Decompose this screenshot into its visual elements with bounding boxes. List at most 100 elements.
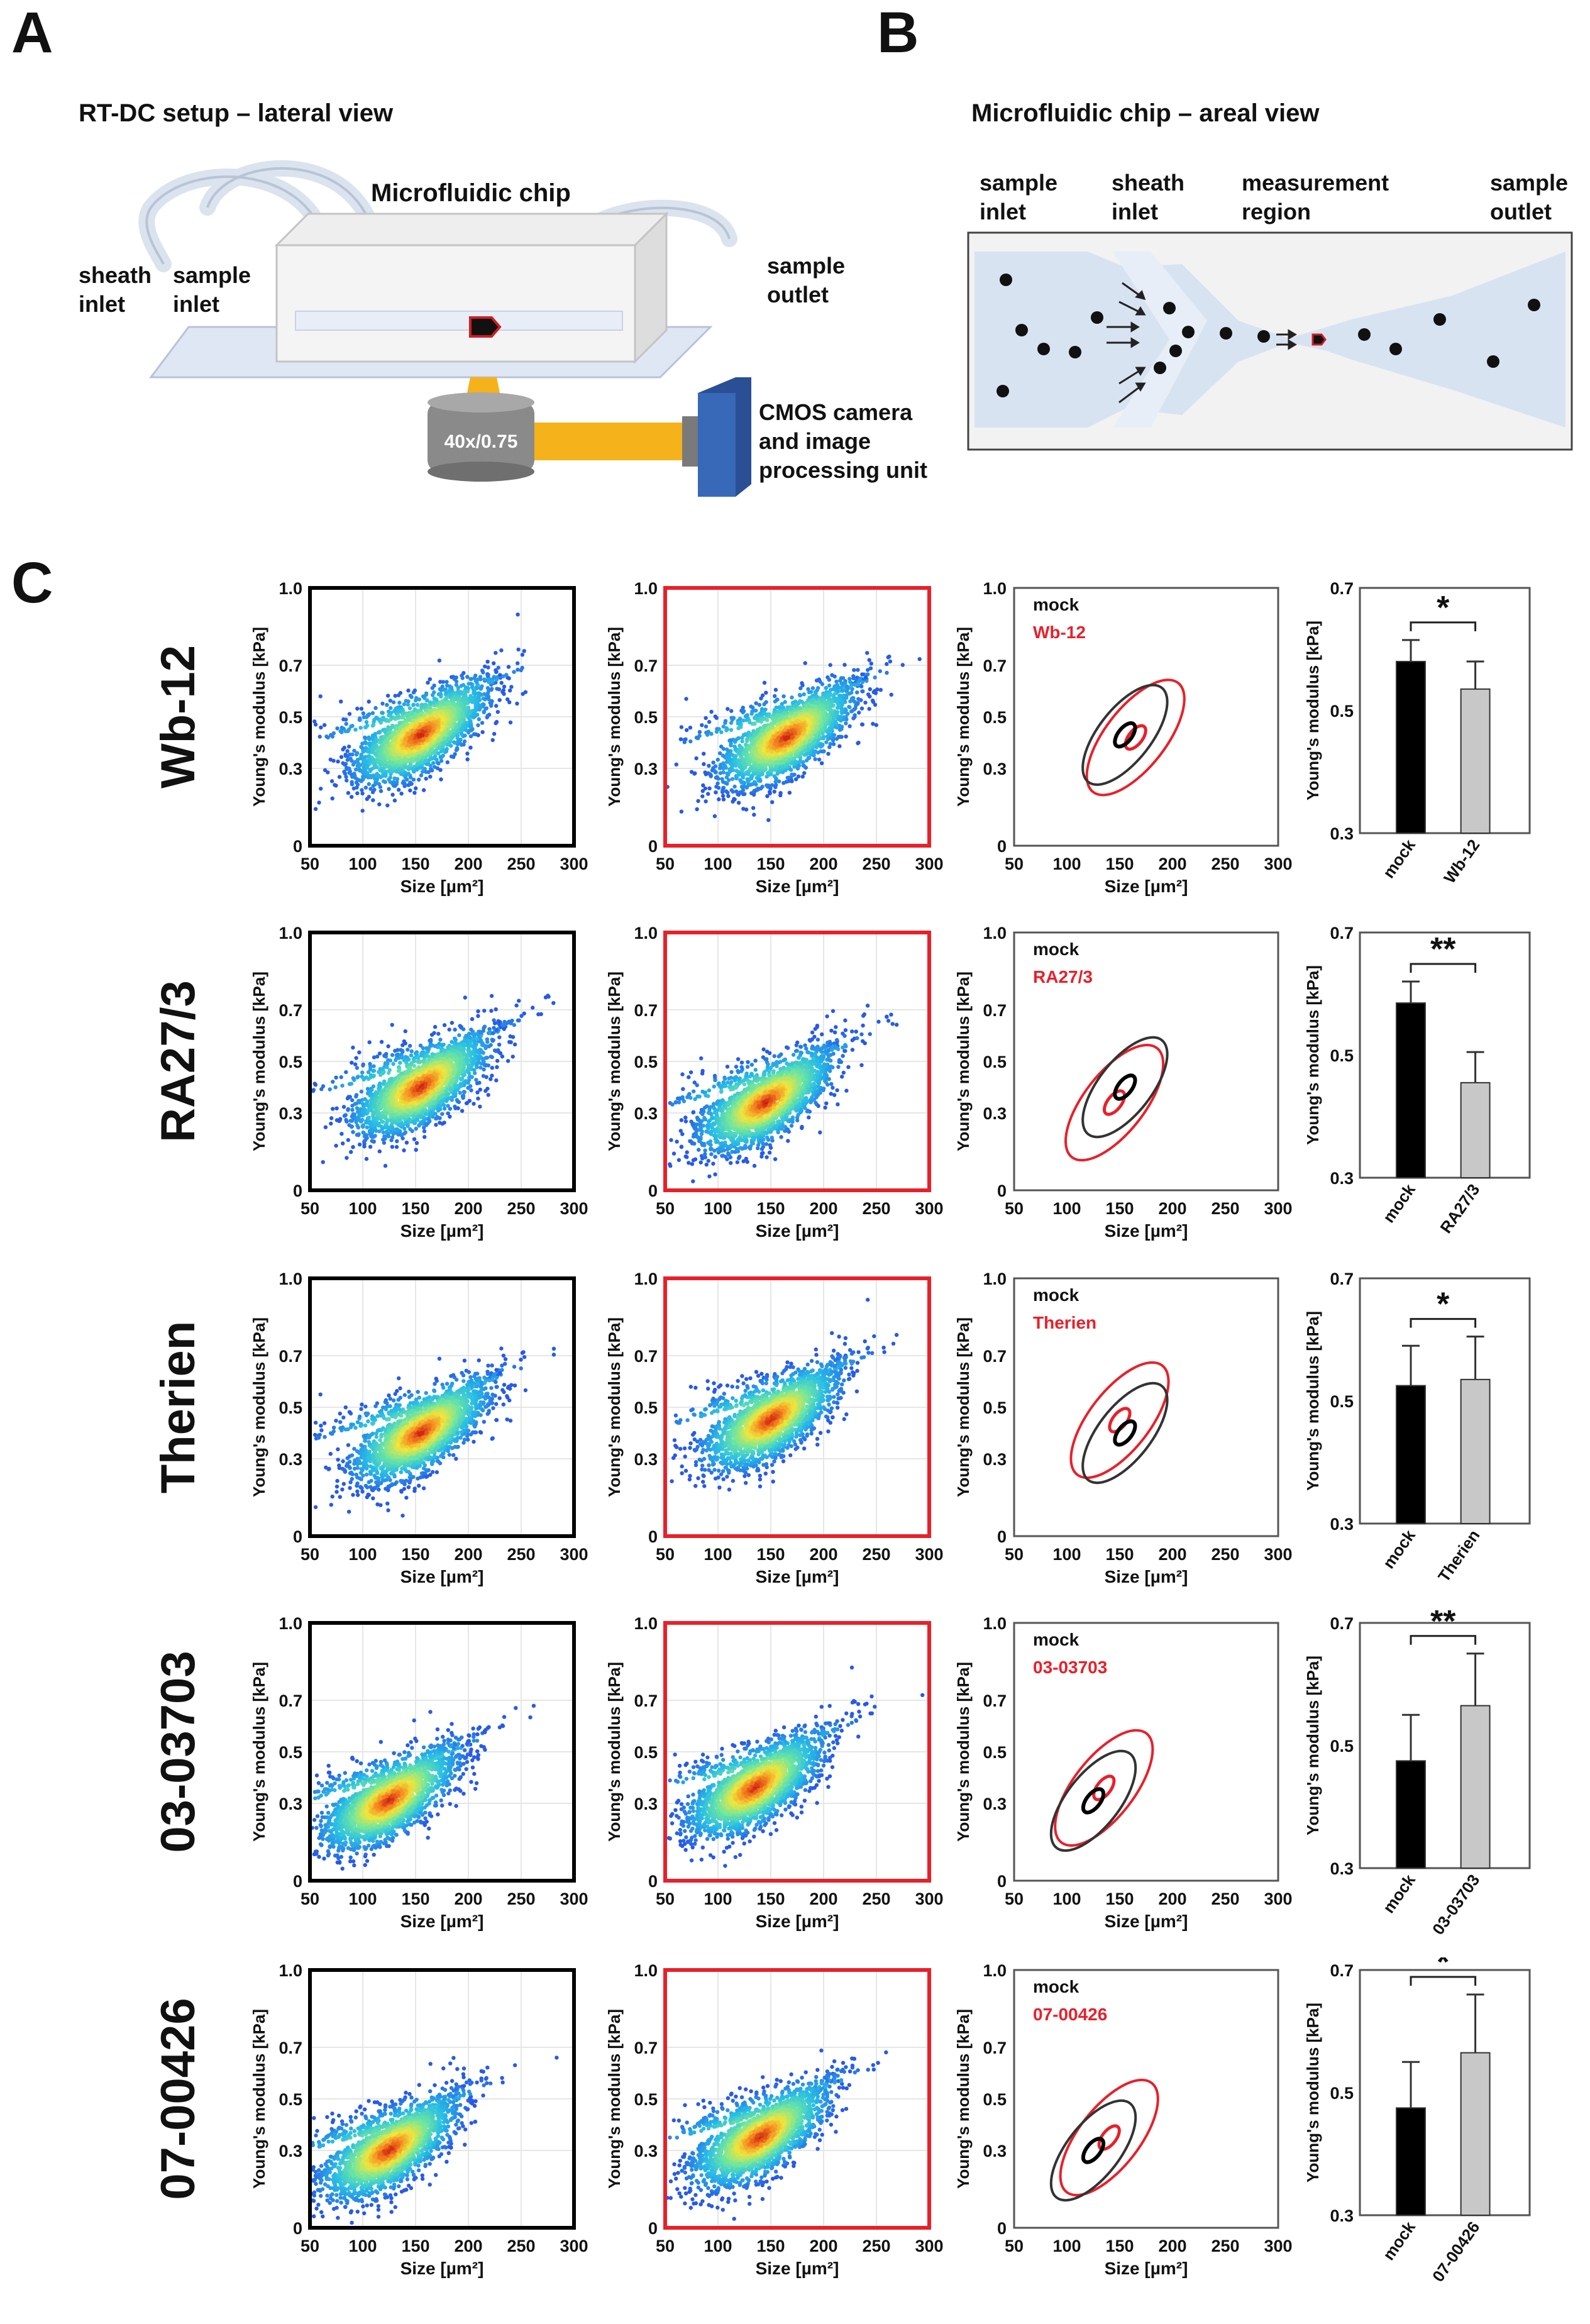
- x-axis-label: Size [µm²]: [1105, 1567, 1188, 1586]
- plot-frame: [308, 1276, 576, 1538]
- chip-areal-diagram: [967, 231, 1573, 451]
- treated-scatter-plot: 50 100 150 200 250 300 0 0.3 0.5 0.7 1.0 Size [µm²]…: [605, 1961, 944, 2278]
- y-tick-label: 0: [997, 1181, 1007, 1200]
- x-tick-label: 50: [1005, 1545, 1024, 1564]
- bar-category-label: RA27/3: [1436, 1180, 1483, 1236]
- x-axis-label: Size [µm²]: [1105, 877, 1188, 896]
- b-measurement-region-label: measurement region: [1242, 169, 1389, 226]
- x-tick-label: 100: [1052, 855, 1081, 873]
- mock-scatter-plot: 50 100 150 200 250 300 0 0.3 0.5 0.7 1.0 Size [µm²]…: [250, 1270, 588, 1586]
- scatter-points: [310, 1703, 536, 1871]
- panel-letter-a: A: [11, 0, 53, 66]
- legend-mock: mock: [1033, 1285, 1079, 1305]
- x-tick-label: 250: [862, 855, 890, 873]
- y-tick-label: 0.5: [634, 1743, 658, 1762]
- y-tick-label: 0: [648, 837, 658, 856]
- cell-icon: [469, 316, 502, 338]
- x-tick-label: 200: [454, 1199, 482, 1218]
- row-07-00426: 50 100 150 200 250 300 0 0.3 0.5 0.7 1.0 Size [µm²]…: [250, 1957, 1531, 2285]
- x-tick-label: 150: [756, 1199, 785, 1218]
- x-tick-label: 50: [656, 1545, 675, 1564]
- plot-frame: [1359, 931, 1531, 1179]
- y-tick-label: 1.0: [279, 1961, 302, 1980]
- y-tick-label: 1.0: [983, 1961, 1007, 1980]
- y-tick-label: 0.5: [634, 2090, 658, 2109]
- y-tick-label: 1.0: [983, 1614, 1007, 1633]
- x-tick-label: 250: [862, 2237, 890, 2255]
- bar-chart: mock RA27/3 ** 0.3 0.5 0.7 Young's modulus [kP…: [1303, 924, 1531, 1237]
- x-tick-label: 50: [656, 1890, 675, 1908]
- x-tick-label: 250: [1211, 1199, 1239, 1218]
- x-tick-label: 100: [348, 2237, 377, 2255]
- x-tick-label: 300: [560, 855, 588, 873]
- y-tick-label: 0.3: [983, 1450, 1007, 1469]
- sample-inlet-label: sample inlet: [173, 261, 251, 319]
- y-tick-label: 1.0: [279, 1270, 302, 1288]
- x-axis-label: Size [µm²]: [756, 1912, 839, 1931]
- bar-chart: mock Wb-12 * 0.3 0.5 0.7 Young's modulus [kPa]: [1303, 579, 1531, 887]
- bar-chart: mock 03-03703 ** 0.3 0.5 0.7 Young's modulus […: [1303, 1610, 1531, 1938]
- x-tick-label: 200: [1158, 2237, 1186, 2255]
- y-axis-label: Young's modulus [kPa]: [1303, 965, 1322, 1145]
- x-axis-label: Size [µm²]: [400, 1567, 484, 1586]
- x-tick-label: 50: [656, 855, 675, 873]
- significance-bracket: [1410, 1318, 1477, 1328]
- x-tick-label: 300: [560, 1890, 588, 1908]
- treated-scatter-plot: 50 100 150 200 250 300 0 0.3 0.5 0.7 1.0 Size [µm²]…: [605, 579, 944, 896]
- y-tick-label: 1.0: [279, 1614, 302, 1633]
- y-tick-label: 0.5: [1330, 1737, 1354, 1756]
- y-tick-label: 0.7: [983, 1691, 1007, 1710]
- scatter-points: [668, 1004, 899, 1183]
- y-tick-label: 0.7: [279, 1691, 302, 1710]
- x-tick-label: 50: [301, 855, 319, 873]
- x-tick-label: 300: [915, 1545, 943, 1564]
- legend-mock: mock: [1033, 1977, 1079, 1996]
- mock-scatter-plot: 50 100 150 200 250 300 0 0.3 0.5 0.7 1.0 Size [µm²]…: [250, 579, 588, 896]
- y-tick-label: 0: [997, 2219, 1007, 2238]
- mock-inner-contour: [1113, 1073, 1137, 1101]
- y-tick-label: 0.3: [634, 2142, 658, 2161]
- legend-mock: mock: [1033, 595, 1079, 614]
- x-axis-label: Size [µm²]: [756, 2259, 839, 2278]
- mock-inner-contour: [1113, 721, 1137, 749]
- x-tick-label: 50: [301, 2237, 319, 2255]
- x-axis-label: Size [µm²]: [400, 2259, 484, 2278]
- b-sample-inlet-label: sample inlet: [980, 169, 1057, 226]
- row-RA27/3: 50 100 150 200 250 300 0 0.3 0.5 0.7 1.0 Size [µm²]…: [250, 924, 1531, 1241]
- x-tick-label: 250: [1211, 1545, 1239, 1564]
- y-tick-label: 1.0: [983, 1270, 1007, 1288]
- x-tick-label: 100: [1052, 2237, 1081, 2255]
- y-tick-label: 0.5: [279, 2090, 302, 2109]
- y-axis-label: Young's modulus [kPa]: [605, 1317, 624, 1497]
- y-tick-label: 0.7: [983, 656, 1007, 675]
- x-tick-label: 200: [809, 1890, 837, 1908]
- objective-label: 40x/0.75: [444, 431, 518, 452]
- treated-outer-contour: [1069, 1361, 1170, 1480]
- x-tick-label: 300: [560, 2237, 588, 2255]
- sample-outlet-label: sample outlet: [767, 252, 845, 309]
- x-tick-label: 150: [1105, 2237, 1134, 2255]
- x-tick-label: 100: [704, 1199, 732, 1218]
- y-tick-label: 0: [997, 1527, 1007, 1546]
- significance-bracket: [1410, 1635, 1477, 1645]
- y-axis-label: Young's modulus [kPa]: [250, 1317, 268, 1497]
- legend-mock: mock: [1033, 939, 1079, 959]
- mock-scatter-plot: 50 100 150 200 250 300 0 0.3 0.5 0.7 1.0 Size [µm²]…: [250, 1614, 588, 1931]
- x-tick-label: 100: [704, 2237, 732, 2255]
- treated-outer-contour: [1054, 1729, 1154, 1847]
- y-axis-label: Young's modulus [kPa]: [954, 2009, 973, 2189]
- treated-scatter-plot: 50 100 150 200 250 300 0 0.3 0.5 0.7 1.0 Size [µm²]…: [605, 1270, 944, 1586]
- x-axis-label: Size [µm²]: [1105, 2259, 1188, 2278]
- mock-outer-contour: [1081, 683, 1169, 786]
- bar-07-00426: [1460, 2052, 1491, 2216]
- y-tick-label: 0.3: [634, 1795, 658, 1813]
- plot-frame: [1013, 587, 1279, 847]
- x-tick-label: 250: [507, 1545, 535, 1564]
- x-tick-label: 200: [454, 1545, 482, 1564]
- significance-bracket: [1410, 963, 1477, 973]
- significance-bracket: [1410, 621, 1477, 631]
- x-tick-label: 150: [756, 2237, 785, 2255]
- y-tick-label: 0: [997, 837, 1007, 856]
- b-sheath-inlet-label: sheath inlet: [1112, 169, 1184, 226]
- x-tick-label: 100: [704, 855, 732, 873]
